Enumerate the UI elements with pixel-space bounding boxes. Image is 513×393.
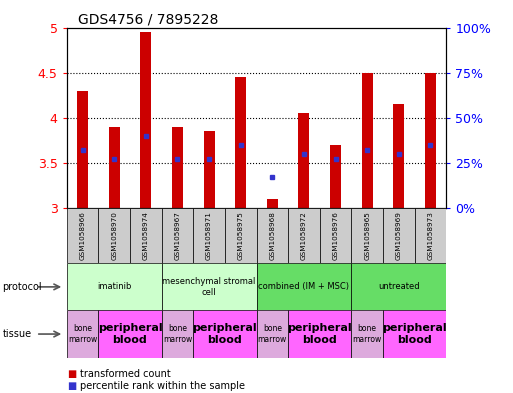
Bar: [162, 310, 193, 358]
Bar: [362, 73, 373, 208]
Bar: [77, 91, 88, 208]
Bar: [98, 310, 162, 358]
Bar: [225, 208, 256, 263]
Bar: [351, 208, 383, 263]
Bar: [288, 310, 351, 358]
Bar: [109, 127, 120, 208]
Bar: [256, 208, 288, 263]
Bar: [267, 199, 278, 208]
Text: peripheral
blood: peripheral blood: [382, 323, 447, 345]
Text: imatinib: imatinib: [97, 283, 131, 291]
Bar: [235, 77, 246, 208]
Bar: [351, 263, 446, 310]
Text: protocol: protocol: [3, 282, 42, 292]
Text: percentile rank within the sample: percentile rank within the sample: [80, 381, 245, 391]
Text: GSM1058976: GSM1058976: [332, 211, 339, 260]
Text: GSM1058970: GSM1058970: [111, 211, 117, 260]
Bar: [67, 263, 162, 310]
Text: ■: ■: [67, 381, 76, 391]
Text: GSM1058975: GSM1058975: [238, 211, 244, 260]
Bar: [130, 208, 162, 263]
Bar: [67, 208, 98, 263]
Text: GSM1058974: GSM1058974: [143, 211, 149, 260]
Bar: [172, 127, 183, 208]
Text: GSM1058966: GSM1058966: [80, 211, 86, 260]
Text: combined (IM + MSC): combined (IM + MSC): [259, 283, 349, 291]
Bar: [193, 310, 256, 358]
Bar: [351, 310, 383, 358]
Text: GSM1058969: GSM1058969: [396, 211, 402, 260]
Text: ■: ■: [67, 369, 76, 379]
Bar: [415, 208, 446, 263]
Bar: [98, 208, 130, 263]
Bar: [393, 104, 404, 208]
Text: tissue: tissue: [3, 329, 32, 339]
Bar: [330, 145, 341, 208]
Bar: [162, 263, 256, 310]
Text: GSM1058965: GSM1058965: [364, 211, 370, 260]
Text: mesenchymal stromal
cell: mesenchymal stromal cell: [162, 277, 256, 297]
Bar: [299, 113, 309, 208]
Text: GSM1058973: GSM1058973: [427, 211, 433, 260]
Text: GSM1058972: GSM1058972: [301, 211, 307, 260]
Bar: [140, 32, 151, 208]
Text: bone
marrow: bone marrow: [352, 324, 382, 344]
Text: peripheral
blood: peripheral blood: [192, 323, 257, 345]
Text: peripheral
blood: peripheral blood: [287, 323, 352, 345]
Text: GDS4756 / 7895228: GDS4756 / 7895228: [78, 12, 219, 26]
Bar: [425, 73, 436, 208]
Bar: [193, 208, 225, 263]
Text: peripheral
blood: peripheral blood: [97, 323, 162, 345]
Text: GSM1058971: GSM1058971: [206, 211, 212, 260]
Bar: [288, 208, 320, 263]
Bar: [204, 131, 214, 208]
Bar: [256, 310, 288, 358]
Text: GSM1058968: GSM1058968: [269, 211, 275, 260]
Text: bone
marrow: bone marrow: [163, 324, 192, 344]
Bar: [162, 208, 193, 263]
Bar: [67, 310, 98, 358]
Text: untreated: untreated: [378, 283, 420, 291]
Text: bone
marrow: bone marrow: [68, 324, 97, 344]
Text: GSM1058967: GSM1058967: [174, 211, 181, 260]
Bar: [320, 208, 351, 263]
Bar: [383, 310, 446, 358]
Bar: [256, 263, 351, 310]
Text: transformed count: transformed count: [80, 369, 170, 379]
Text: bone
marrow: bone marrow: [258, 324, 287, 344]
Bar: [383, 208, 415, 263]
